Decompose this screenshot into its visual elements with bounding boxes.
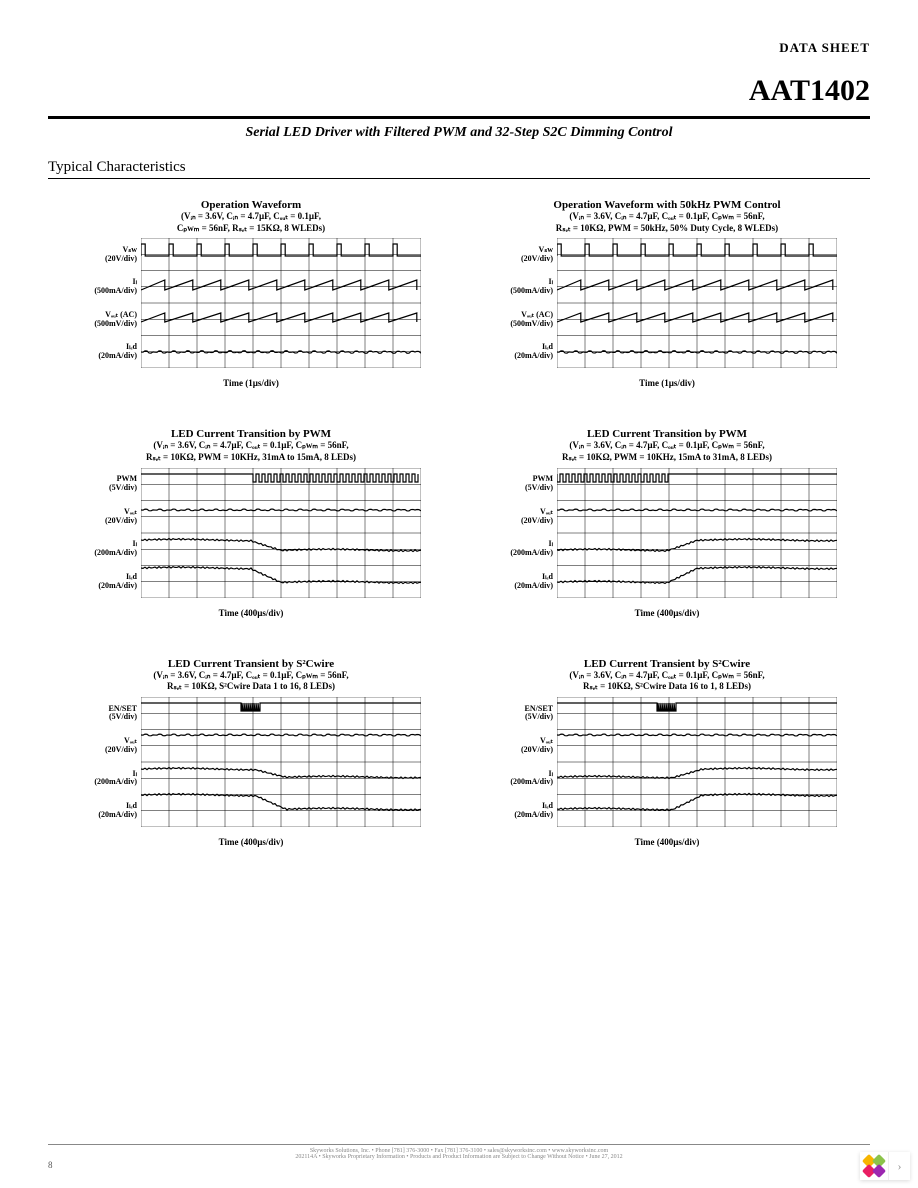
chart-cell: LED Current Transition by PWM(Vᵢₙ = 3.6V…: [68, 428, 434, 617]
corner-logo-icon: [860, 1152, 888, 1180]
y-axis-label: Iₗ(200mA/div): [81, 540, 137, 558]
chart-y-labels: PWM(5V/div) Vₒᵤₜ(20V/div) Iₗ(200mA/div) Iₗₑ…: [81, 468, 141, 598]
chart-cell: Operation Waveform with 50kHz PWM Contro…: [484, 199, 850, 388]
chart-title: Operation Waveform with 50kHz PWM Contro…: [553, 199, 780, 211]
chart-title: LED Current Transition by PWM: [587, 428, 747, 440]
chart-y-labels: Vₛw(20V/div) Iₗ(500mA/div) Vₒᵤₜ (AC)(500mV…: [81, 238, 141, 368]
chart-x-label: Time (1µs/div): [639, 378, 695, 388]
chart-title: Operation Waveform: [201, 199, 301, 211]
y-axis-label: EN/SET(5V/div): [81, 705, 137, 723]
y-axis-label: Vₒᵤₜ(20V/div): [497, 508, 553, 526]
charts-grid: Operation Waveform(Vᵢₙ = 3.6V, Cᵢₙ = 4.7…: [48, 199, 870, 847]
y-axis-label: EN/SET(5V/div): [497, 705, 553, 723]
scope-plot: [557, 697, 837, 827]
y-axis-label: Vₛw(20V/div): [81, 246, 137, 264]
y-axis-label: Iₗₑd(20mA/div): [81, 343, 137, 361]
y-axis-label: PWM(5V/div): [81, 475, 137, 493]
y-axis-label: PWM(5V/div): [497, 475, 553, 493]
subtitle: Serial LED Driver with Filtered PWM and …: [48, 125, 870, 141]
scope-plot: [141, 697, 421, 827]
chart-x-label: Time (400µs/div): [635, 608, 700, 618]
chevron-right-icon[interactable]: ›: [888, 1152, 910, 1180]
chart-conditions: (Vᵢₙ = 3.6V, Cᵢₙ = 4.7µF, Cₒᵤₜ = 0.1µF,C…: [177, 211, 325, 234]
y-axis-label: Iₗ(200mA/div): [81, 770, 137, 788]
y-axis-label: Iₗₑd(20mA/div): [497, 573, 553, 591]
y-axis-label: Iₗ(200mA/div): [497, 770, 553, 788]
chart-cell: LED Current Transient by S²Cwire(Vᵢₙ = 3…: [484, 658, 850, 847]
chart-conditions: (Vᵢₙ = 3.6V, Cᵢₙ = 4.7µF, Cₒᵤₜ = 0.1µF, …: [562, 440, 772, 463]
header-rule: [48, 116, 870, 119]
chart-cell: LED Current Transient by S²Cwire(Vᵢₙ = 3…: [68, 658, 434, 847]
scope-plot: [141, 468, 421, 598]
page-number: 8: [48, 1160, 53, 1170]
y-axis-label: Vₛw(20V/div): [497, 246, 553, 264]
y-axis-label: Iₗ(200mA/div): [497, 540, 553, 558]
y-axis-label: Iₗₑd(20mA/div): [497, 343, 553, 361]
chart-conditions: (Vᵢₙ = 3.6V, Cᵢₙ = 4.7µF, Cₒᵤₜ = 0.1µF, …: [569, 670, 764, 693]
y-axis-label: Vₒᵤₜ(20V/div): [497, 737, 553, 755]
scope-plot: [557, 468, 837, 598]
y-axis-label: Iₗₑd(20mA/div): [497, 802, 553, 820]
chart-cell: LED Current Transition by PWM(Vᵢₙ = 3.6V…: [484, 428, 850, 617]
chart-x-label: Time (1µs/div): [223, 378, 279, 388]
footer-line2: 202114A • Skyworks Proprietary Informati…: [48, 1154, 870, 1160]
scope-plot: [141, 238, 421, 368]
doc-type-label: DATA SHEET: [48, 40, 870, 56]
chart-y-labels: PWM(5V/div) Vₒᵤₜ(20V/div) Iₗ(200mA/div) Iₗₑ…: [497, 468, 557, 598]
chart-conditions: (Vᵢₙ = 3.6V, Cᵢₙ = 4.7µF, Cₒᵤₜ = 0.1µF, …: [556, 211, 778, 234]
part-number: AAT1402: [48, 74, 870, 108]
chart-conditions: (Vᵢₙ = 3.6V, Cᵢₙ = 4.7µF, Cₒᵤₜ = 0.1µF, …: [146, 440, 356, 463]
chart-x-label: Time (400µs/div): [219, 837, 284, 847]
y-axis-label: Iₗ(500mA/div): [81, 278, 137, 296]
y-axis-label: Vₒᵤₜ (AC)(500mV/div): [81, 311, 137, 329]
chart-y-labels: EN/SET(5V/div) Vₒᵤₜ(20V/div) Iₗ(200mA/div)…: [81, 697, 141, 827]
y-axis-label: Iₗ(500mA/div): [497, 278, 553, 296]
y-axis-label: Vₒᵤₜ(20V/div): [81, 737, 137, 755]
section-rule: [48, 178, 870, 179]
chart-y-labels: Vₛw(20V/div) Iₗ(500mA/div) Vₒᵤₜ (AC)(500mV…: [497, 238, 557, 368]
chart-conditions: (Vᵢₙ = 3.6V, Cᵢₙ = 4.7µF, Cₒᵤₜ = 0.1µF, …: [153, 670, 348, 693]
chart-x-label: Time (400µs/div): [635, 837, 700, 847]
footer: Skyworks Solutions, Inc. • Phone [781] 3…: [48, 1144, 870, 1160]
scope-plot: [557, 238, 837, 368]
chart-title: LED Current Transient by S²Cwire: [168, 658, 334, 670]
y-axis-label: Iₗₑd(20mA/div): [81, 573, 137, 591]
y-axis-label: Vₒᵤₜ(20V/div): [81, 508, 137, 526]
section-title: Typical Characteristics: [48, 159, 870, 176]
chart-y-labels: EN/SET(5V/div) Vₒᵤₜ(20V/div) Iₗ(200mA/div)…: [497, 697, 557, 827]
chart-x-label: Time (400µs/div): [219, 608, 284, 618]
y-axis-label: Vₒᵤₜ (AC)(500mV/div): [497, 311, 553, 329]
y-axis-label: Iₗₑd(20mA/div): [81, 802, 137, 820]
chart-cell: Operation Waveform(Vᵢₙ = 3.6V, Cᵢₙ = 4.7…: [68, 199, 434, 388]
chart-title: LED Current Transient by S²Cwire: [584, 658, 750, 670]
chart-title: LED Current Transition by PWM: [171, 428, 331, 440]
corner-widget[interactable]: ›: [860, 1152, 910, 1180]
